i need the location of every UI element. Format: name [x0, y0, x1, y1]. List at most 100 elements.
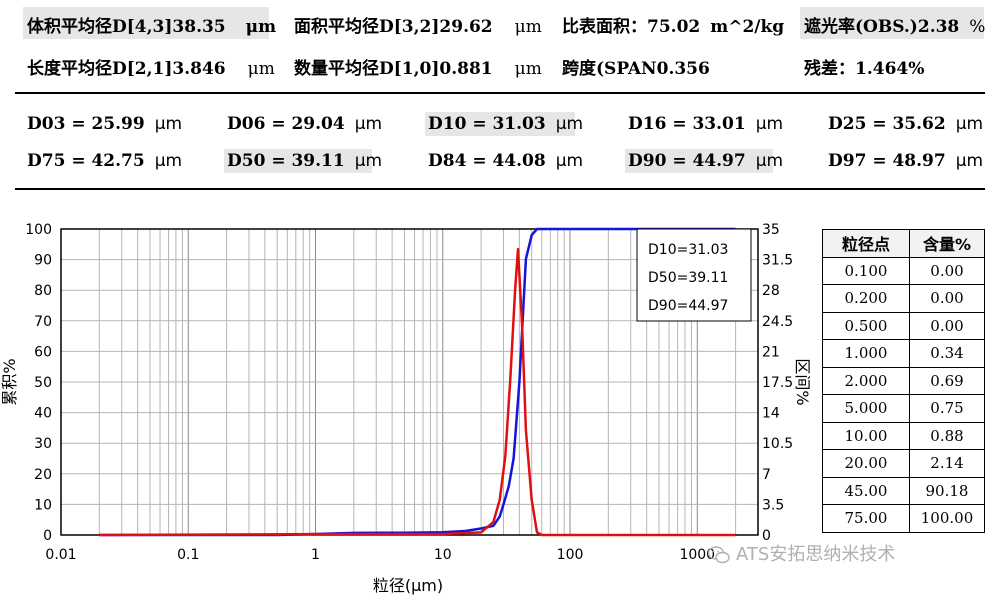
y-tick-label: 0: [43, 528, 52, 544]
y-tick-label: 40: [34, 406, 52, 422]
x-tick-label: 0.1: [177, 547, 199, 563]
volume-mean-diameter: 体积平均径D[4,3]38.35 μm: [27, 17, 277, 37]
size-point-cell: 0.200: [822, 284, 910, 313]
table-row: 2.000 0.69: [822, 366, 985, 395]
x-tick-label: 1000: [679, 547, 715, 563]
span: 跨度(SPAN0.356: [562, 59, 710, 79]
wechat-icon: [708, 546, 730, 564]
y2-tick-label: 31.5: [762, 253, 793, 269]
number-mean-diameter: 数量平均径D[1,0]0.881 μm: [294, 59, 542, 79]
interval-series-line: [99, 247, 736, 537]
content-cell: 0.34: [909, 339, 985, 368]
y-tick-label: 90: [34, 253, 52, 269]
highlight-d90: [625, 149, 773, 173]
y2-tick-label: 10.5: [762, 436, 793, 452]
y2-tick-label: 0: [762, 528, 771, 544]
d97: D97 = 48.97 μm: [828, 151, 984, 171]
watermark: ATS安拓思纳米技术: [708, 540, 895, 566]
y-tick-label: 60: [34, 344, 52, 360]
area-mean-diameter: 面积平均径D[3,2]29.62 μm: [294, 17, 542, 37]
legend-d90: D90=44.97: [648, 298, 728, 314]
y2-tick-label: 21: [762, 344, 780, 360]
x-tick-label: 100: [557, 547, 584, 563]
content-cell: 0.75: [909, 394, 985, 423]
size-point-cell: 5.000: [822, 394, 910, 423]
table-row: 10.00 0.88: [822, 421, 985, 450]
legend-d10: D10=31.03: [648, 242, 728, 258]
size-point-cell: 20.00: [822, 449, 910, 478]
x-tick-label: 0.01: [45, 547, 76, 563]
y-tick-label: 20: [34, 467, 52, 483]
table-row: 0.100 0.00: [822, 256, 985, 285]
content-cell: 0.00: [909, 284, 985, 313]
length-mean-diameter: 长度平均径D[2,1]3.846 μm: [27, 59, 275, 79]
content-cell: 0.88: [909, 421, 985, 450]
y-tick-label: 30: [34, 436, 52, 452]
highlight-volume-mean: [23, 7, 269, 39]
size-point-cell: 75.00: [822, 504, 910, 533]
table-row: 0.500 0.00: [822, 311, 985, 340]
highlight-d50: [224, 149, 372, 173]
size-point-cell: 45.00: [822, 476, 910, 505]
d-legend-frame: [636, 228, 752, 322]
residual: 残差：1.464%: [804, 59, 925, 79]
particle-size-chart: 0 10 20 30 40 50 60 70 80 90 100 0 3.5 7 10.5 14 17.5 21…: [0, 222, 810, 595]
divider-bottom: [15, 188, 985, 190]
obscuration: 遮光率(OBS.)2.38%: [804, 17, 986, 37]
table-header-row: 粒径点 含量%: [822, 229, 985, 258]
size-point-cell: 10.00: [822, 421, 910, 450]
content-cell: 100.00: [909, 504, 985, 533]
y2-tick-label: 7: [762, 467, 771, 483]
size-point-cell: 2.000: [822, 366, 910, 395]
table-row: 45.00 90.18: [822, 476, 985, 505]
table-row: 1.000 0.34: [822, 339, 985, 368]
legend-d50: D50=39.11: [648, 270, 728, 286]
table-row: 75.00 100.00: [822, 504, 985, 533]
y2-axis-ticks: 0 3.5 7 10.5 14 17.5 21 24.5 28 31.5 35: [762, 222, 793, 544]
d03: D03 = 25.99 μm: [27, 114, 183, 134]
d50: D50 = 39.11 μm: [227, 151, 383, 171]
d10: D10 = 31.03 μm: [428, 114, 584, 134]
y2-tick-label: 24.5: [762, 314, 793, 330]
header-content: 含量%: [909, 229, 985, 258]
content-cell: 2.14: [909, 449, 985, 478]
x-tick-label: 1: [311, 547, 320, 563]
d25: D25 = 35.62 μm: [828, 114, 984, 134]
d-legend-box: D10=31.03 D50=39.11 D90=44.97: [636, 228, 752, 322]
highlight-obscuration: [800, 7, 984, 39]
table-row: 5.000 0.75: [822, 394, 985, 423]
chart-series: [99, 227, 736, 537]
y-tick-label: 100: [25, 222, 52, 238]
content-cell: 90.18: [909, 476, 985, 505]
y-tick-label: 10: [34, 497, 52, 513]
content-cell: 0.00: [909, 256, 985, 285]
y-tick-label: 80: [34, 283, 52, 299]
y-axis-label: 累积%: [0, 358, 19, 405]
d84: D84 = 44.08 μm: [428, 151, 584, 171]
y2-tick-label: 17.5: [762, 375, 793, 391]
table-row: 20.00 2.14: [822, 449, 985, 478]
size-point-cell: 0.100: [822, 256, 910, 285]
size-point-cell: 0.500: [822, 311, 910, 340]
y-tick-label: 50: [34, 375, 52, 391]
cumulative-series-line: [99, 227, 736, 537]
header-size-point: 粒径点: [822, 229, 910, 258]
y-tick-label: 70: [34, 314, 52, 330]
table-row: 0.200 0.00: [822, 284, 985, 313]
d16: D16 = 33.01 μm: [628, 114, 784, 134]
y-axis-ticks: 0 10 20 30 40 50 60 70 80 90 100: [25, 222, 52, 544]
y2-tick-label: 14: [762, 406, 780, 422]
y2-axis-label: 区间%: [793, 358, 810, 405]
size-content-table: 粒径点 含量% 0.100 0.00 0.200 0.00 0.500 0.00 1.000…: [822, 229, 985, 533]
size-point-cell: 1.000: [822, 339, 910, 368]
d75: D75 = 42.75 μm: [27, 151, 183, 171]
x-axis-ticks: 0.01 0.1 1 10 100 1000: [45, 547, 715, 563]
content-cell: 0.69: [909, 366, 985, 395]
x-tick-label: 10: [434, 547, 452, 563]
content-cell: 0.00: [909, 311, 985, 340]
y2-tick-label: 3.5: [762, 497, 784, 513]
d06: D06 = 29.04 μm: [227, 114, 383, 134]
y2-tick-label: 28: [762, 283, 780, 299]
specific-surface-area: 比表面积：75.02 m^2/kg: [562, 17, 785, 37]
x-axis-label: 粒径(μm): [373, 576, 443, 595]
